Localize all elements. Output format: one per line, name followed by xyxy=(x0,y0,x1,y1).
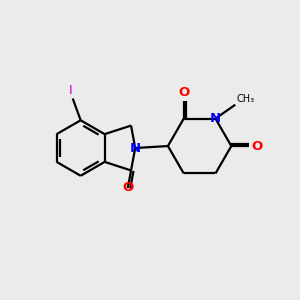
Text: O: O xyxy=(122,182,134,194)
Text: CH₃: CH₃ xyxy=(236,94,254,104)
Text: I: I xyxy=(69,83,73,97)
Text: O: O xyxy=(178,86,189,99)
Text: O: O xyxy=(251,140,262,152)
Text: N: N xyxy=(130,142,141,154)
Text: N: N xyxy=(210,112,221,125)
